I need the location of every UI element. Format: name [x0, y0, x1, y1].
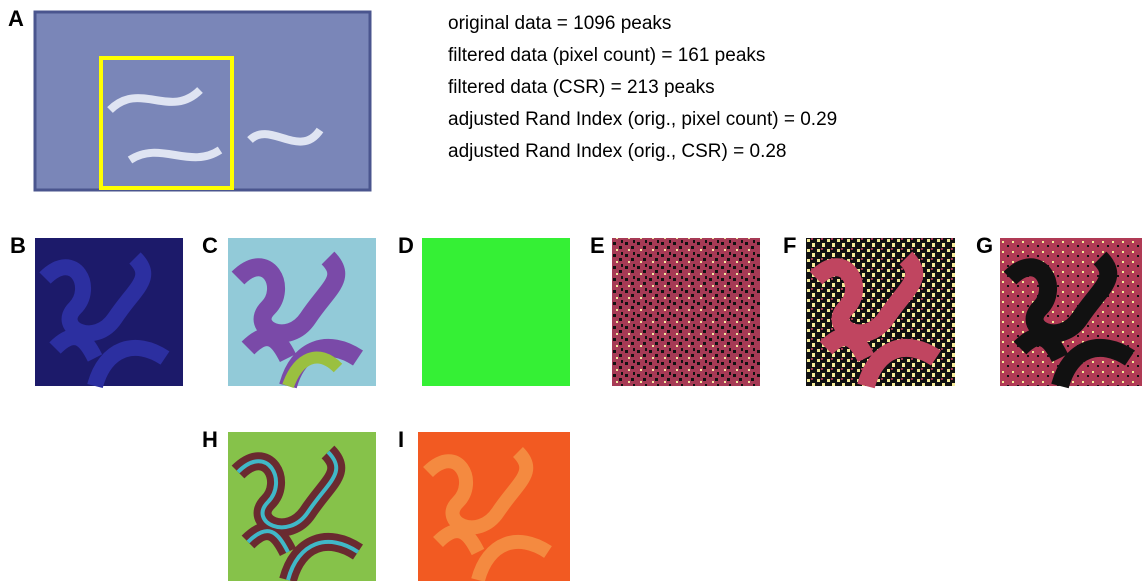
- panel-label: D: [398, 233, 414, 258]
- tissue-image: [35, 12, 370, 190]
- panel-b-image: [35, 238, 183, 386]
- panel-label: F: [783, 233, 796, 258]
- panel-label: H: [202, 427, 218, 452]
- panel-label: C: [202, 233, 218, 258]
- panel-e-image: [612, 238, 760, 386]
- stat-line: adjusted Rand Index (orig., pixel count)…: [448, 109, 837, 130]
- panel-g-image: [1000, 238, 1142, 386]
- stat-line: filtered data (CSR) = 213 peaks: [448, 77, 715, 98]
- panel-h-image: [228, 432, 376, 581]
- panel-f-image: [806, 238, 955, 386]
- panel-label: B: [10, 233, 26, 258]
- panel-label: G: [976, 233, 993, 258]
- figure: A original data = 1096 peaks filtered da…: [0, 0, 1142, 581]
- stat-line: original data = 1096 peaks: [448, 13, 671, 34]
- panel-label: A: [8, 6, 24, 31]
- panel-c-image: [228, 238, 376, 386]
- panel-d-image: [422, 238, 570, 386]
- panel-label: I: [398, 427, 404, 452]
- stat-line: adjusted Rand Index (orig., CSR) = 0.28: [448, 141, 787, 162]
- panel-i-image: [418, 432, 570, 581]
- panel-label: E: [590, 233, 605, 258]
- stat-line: filtered data (pixel count) = 161 peaks: [448, 45, 765, 66]
